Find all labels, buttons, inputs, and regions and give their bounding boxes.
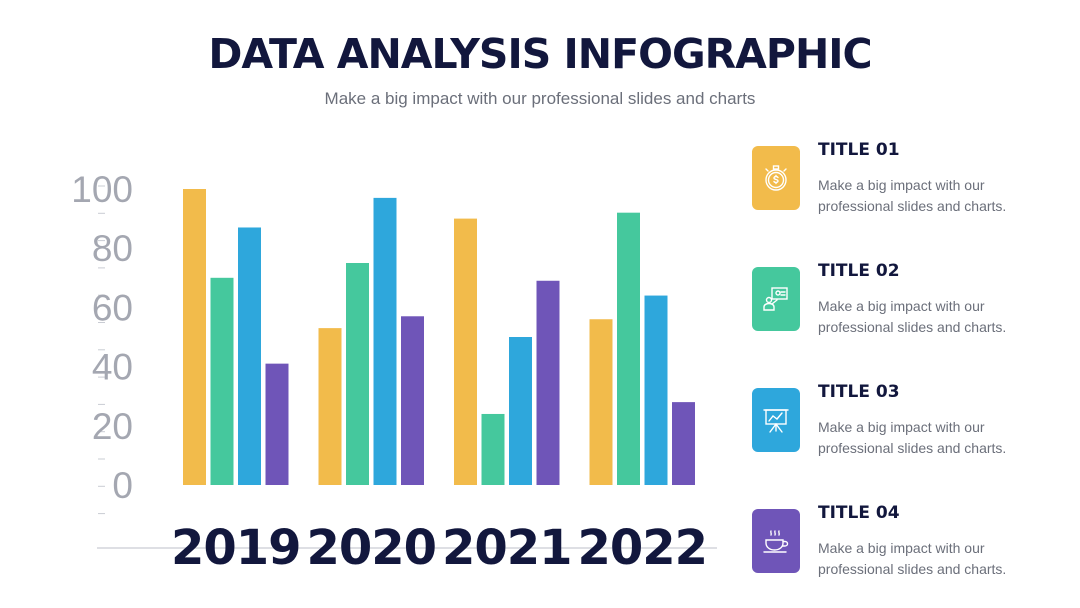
bar-2022-4 (672, 402, 695, 485)
y-tick-label: 40 (92, 347, 133, 388)
bar-2022-2 (617, 212, 640, 485)
bar-2020-1 (318, 328, 342, 485)
coffee-cup-icon (752, 509, 800, 573)
legend-item-title: TITLE 02 (818, 261, 900, 281)
legend-item-title: TITLE 03 (818, 382, 900, 402)
page-title: DATA ANALYSIS INFOGRAPHIC (208, 30, 872, 78)
y-tick-label: 20 (92, 406, 133, 447)
x-tick-label: 2020 (306, 520, 436, 576)
x-tick-label: 2021 (442, 520, 572, 576)
bar-2019-2 (210, 277, 234, 485)
bar-2020-4 (401, 316, 424, 485)
bar-2020-2 (346, 263, 369, 485)
chart-easel-icon (752, 388, 800, 452)
y-tick-label: 80 (92, 228, 133, 269)
legend-item-description: Make a big impact with our professional … (818, 419, 1007, 456)
bar-2021-2 (481, 413, 505, 485)
bar-2021-4 (536, 280, 560, 485)
bar-2022-3 (644, 295, 668, 485)
bar-2019-1 (183, 189, 206, 485)
legend-item-description: Make a big impact with our professional … (818, 298, 1007, 335)
legend-item-title: TITLE 01 (818, 140, 900, 160)
presentation-person-icon (752, 267, 800, 331)
y-tick-label: 100 (71, 169, 133, 210)
bar-2021-3 (509, 337, 532, 485)
page-subtitle: Make a big impact with our professional … (324, 89, 756, 108)
legend-item-description: Make a big impact with our professional … (818, 177, 1007, 214)
bar-2022-1 (589, 319, 613, 485)
x-tick-label: 2019 (171, 520, 301, 576)
x-tick-label: 2022 (577, 520, 707, 576)
bar-2019-4 (265, 363, 289, 485)
legend-item-title: TITLE 04 (818, 503, 900, 523)
y-tick-label: 0 (112, 465, 133, 506)
stopwatch-dollar-icon (752, 146, 800, 210)
bar-chart: 0 20 40 60 80 100 2019 2020 2021 2022 (71, 169, 717, 576)
bar-2021-1 (454, 218, 477, 485)
bar-2019-3 (238, 227, 261, 486)
bar-2020-3 (373, 197, 397, 485)
y-tick-label: 60 (92, 287, 133, 328)
legend-item-description: Make a big impact with our professional … (818, 540, 1007, 577)
